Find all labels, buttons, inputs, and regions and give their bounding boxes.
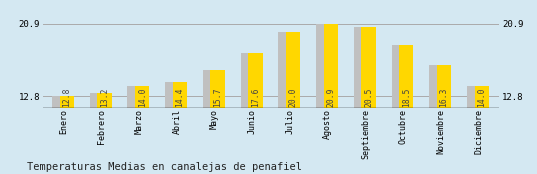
Bar	[241, 53, 255, 108]
Bar	[437, 65, 451, 108]
Text: 18.5: 18.5	[402, 87, 411, 106]
Bar	[324, 24, 338, 108]
Bar	[211, 70, 225, 108]
Bar	[90, 93, 104, 108]
Bar	[354, 27, 368, 108]
Text: 14.0: 14.0	[137, 87, 147, 106]
Bar	[127, 85, 142, 108]
Bar	[278, 32, 293, 108]
Bar	[52, 96, 67, 108]
Text: 20.5: 20.5	[364, 87, 373, 106]
Text: 14.0: 14.0	[477, 87, 486, 106]
Bar	[248, 53, 263, 108]
Bar	[135, 85, 149, 108]
Text: 14.4: 14.4	[176, 87, 184, 106]
Text: 13.2: 13.2	[100, 87, 109, 106]
Text: 15.7: 15.7	[213, 87, 222, 106]
Text: 20.9: 20.9	[326, 87, 335, 106]
Bar	[361, 27, 376, 108]
Bar	[203, 70, 217, 108]
Bar	[429, 65, 444, 108]
Text: 16.3: 16.3	[439, 87, 448, 106]
Text: 17.6: 17.6	[251, 87, 260, 106]
Text: Temperaturas Medias en canalejas de penafiel: Temperaturas Medias en canalejas de pena…	[27, 162, 302, 172]
Text: 20.0: 20.0	[288, 87, 297, 106]
Bar	[97, 93, 112, 108]
Bar	[165, 82, 179, 108]
Bar	[391, 45, 406, 108]
Text: 12.8: 12.8	[62, 87, 71, 106]
Bar	[286, 32, 300, 108]
Bar	[399, 45, 413, 108]
Bar	[475, 85, 489, 108]
Bar	[316, 24, 330, 108]
Bar	[60, 96, 74, 108]
Bar	[467, 85, 481, 108]
Bar	[173, 82, 187, 108]
